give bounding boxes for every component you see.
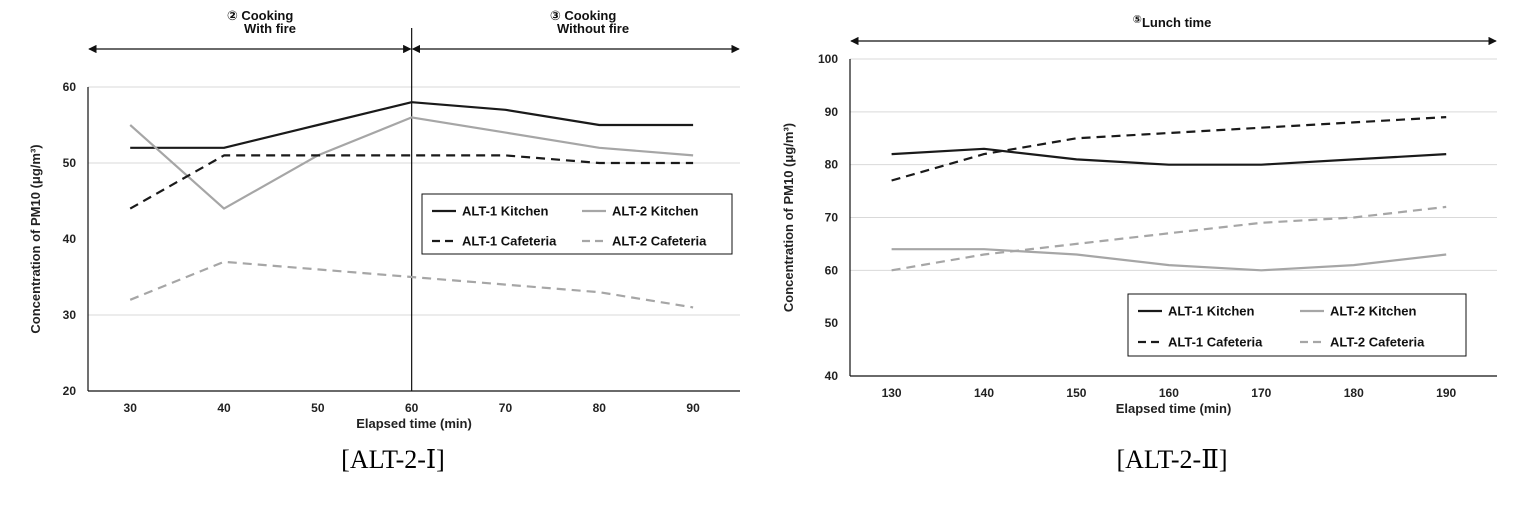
phase-title: Cooking <box>564 8 616 23</box>
chart-alt-2-i: 20 30 40 50 60 30 40 50 60 70 80 90 Elapsed time (mi… <box>28 8 740 474</box>
x-tick-label: 190 <box>1436 386 1456 400</box>
y-axis-title: Concentration of PM10 (μg/m³) <box>781 123 796 312</box>
x-tick-label: 40 <box>217 401 231 415</box>
legend-entry: ALT-2 Kitchen <box>612 204 698 219</box>
x-tick-label: 60 <box>405 401 419 415</box>
x-tick-label: 80 <box>593 401 607 415</box>
x-tick-label: 160 <box>1159 386 1179 400</box>
legend-entry: ALT-1 Cafeteria <box>462 234 557 249</box>
x-tick-label: 50 <box>311 401 325 415</box>
x-tick-label: 130 <box>882 386 902 400</box>
phase-marker: ⑤ <box>1133 14 1142 26</box>
series-line-alt-2-cafeteria <box>891 205 1447 272</box>
phase-label: ⑤Lunch time <box>1133 14 1212 30</box>
x-tick-label: 170 <box>1251 386 1271 400</box>
series-line-alt-2-kitchen <box>891 248 1447 272</box>
series-line-alt-1-cafeteria <box>891 116 1447 182</box>
series-line-alt-2-kitchen <box>129 116 694 210</box>
legend-entry: ALT-1 Cafeteria <box>1168 335 1263 350</box>
x-tick-label: 150 <box>1066 386 1086 400</box>
y-tick-label: 80 <box>825 158 839 172</box>
legend-entry: ALT-1 Kitchen <box>462 204 548 219</box>
y-tick-label: 60 <box>63 80 77 94</box>
legend-box <box>1127 293 1467 357</box>
legend-entry: ALT-2 Cafeteria <box>1330 335 1425 350</box>
x-tick-label: 30 <box>124 401 138 415</box>
x-tick-label: 70 <box>499 401 513 415</box>
legend-entry: ALT-2 Cafeteria <box>612 234 707 249</box>
phase-title: Cooking <box>241 8 293 23</box>
y-tick-label: 50 <box>63 156 77 170</box>
chart-alt-2-ii: 40 50 60 70 80 90 100 130 140 150 160 170 180 190 Elap… <box>781 14 1497 474</box>
y-tick-label: 70 <box>825 211 839 225</box>
figure-caption: [ALT-2-Ⅱ] <box>1116 445 1227 474</box>
series-line-alt-1-kitchen <box>891 147 1447 166</box>
y-tick-label: 60 <box>825 263 839 277</box>
phase-label: ③ Cooking <box>550 8 617 23</box>
x-tick-label: 180 <box>1344 386 1364 400</box>
y-tick-label: 40 <box>825 369 839 383</box>
x-axis-title: Elapsed time (min) <box>1116 401 1232 416</box>
x-tick-label: 140 <box>974 386 994 400</box>
legend-entry: ALT-2 Kitchen <box>1330 304 1416 319</box>
figure-caption: [ALT-2-Ⅰ] <box>341 445 445 474</box>
phase-label: ② Cooking <box>227 8 294 23</box>
y-tick-label: 40 <box>63 232 77 246</box>
phase-marker: ③ <box>550 8 565 23</box>
y-axis-title: Concentration of PM10 (μg/m³) <box>28 144 43 333</box>
y-tick-label: 100 <box>818 52 838 66</box>
phase-marker: ② <box>227 8 242 23</box>
x-axis-title: Elapsed time (min) <box>356 416 472 431</box>
phase-subtitle: With fire <box>244 21 296 36</box>
y-tick-label: 50 <box>825 316 839 330</box>
phase-title: Lunch time <box>1142 15 1211 30</box>
legend-entry: ALT-1 Kitchen <box>1168 304 1254 319</box>
y-tick-label: 30 <box>63 308 77 322</box>
y-tick-label: 20 <box>63 384 77 398</box>
x-tick-label: 90 <box>686 401 700 415</box>
series-line-alt-1-kitchen <box>130 101 694 149</box>
phase-subtitle: Without fire <box>557 21 629 36</box>
series-line-alt-1-cafeteria <box>129 154 694 210</box>
legend-box <box>421 193 733 255</box>
series-line-alt-2-cafeteria <box>129 260 694 309</box>
y-tick-label: 90 <box>825 105 839 119</box>
